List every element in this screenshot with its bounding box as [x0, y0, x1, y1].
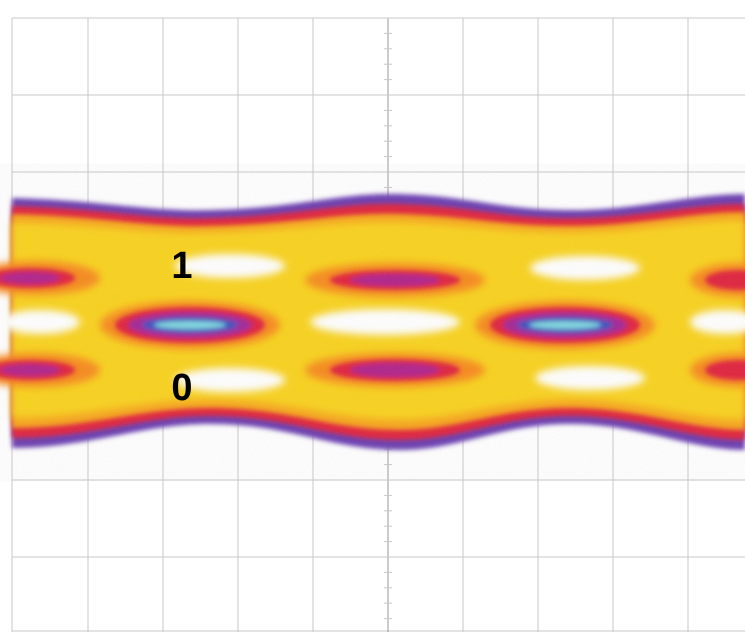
eye-diagram: 1 0 [0, 0, 745, 632]
eye-band [0, 190, 745, 455]
page: 1 0 (() => { const data = JSON.parse(doc… [0, 0, 745, 632]
bit-label-one: 1 [171, 245, 192, 287]
bit-label-zero: 0 [171, 367, 192, 409]
